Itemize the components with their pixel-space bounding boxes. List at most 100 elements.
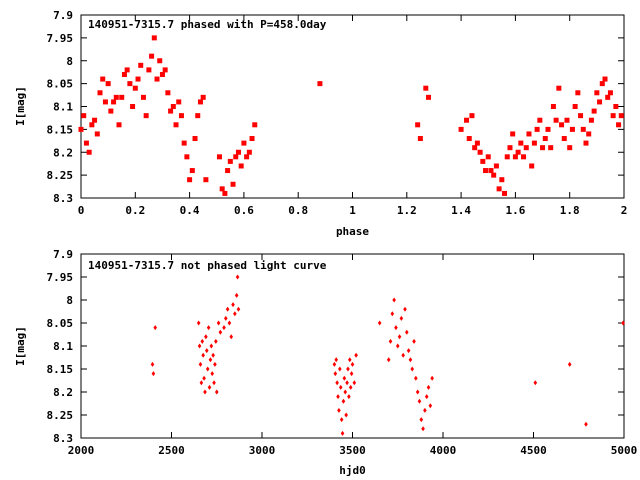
phased-data-point [219, 186, 225, 192]
phased-data-point [241, 140, 247, 146]
unphased-data-point [339, 417, 344, 423]
phased-data-point [458, 126, 464, 132]
phased-x-tick-label: 0.6 [234, 204, 254, 217]
unphased-data-point [208, 357, 213, 363]
phased-data-point [512, 154, 518, 160]
unphased-data-point [234, 292, 239, 298]
unphased-data-point [410, 366, 415, 372]
phased-data-point [531, 140, 537, 146]
unphased-data-point [153, 325, 158, 331]
unphased-data-point [421, 426, 425, 432]
phased-data-point [249, 136, 255, 142]
phased-data-point [477, 149, 483, 155]
unphased-y-tick-label: 8.3 [53, 432, 73, 445]
unphased-data-point [224, 315, 228, 321]
phased-data-point [599, 81, 605, 87]
phased-data-point [597, 99, 603, 105]
phased-data-point [154, 76, 160, 82]
unphased-data-point [212, 380, 216, 386]
unphased-data-point [334, 357, 339, 363]
phased-data-point [537, 117, 543, 123]
unphased-data-point [233, 311, 237, 317]
phased-x-tick-label: 0.2 [125, 204, 145, 217]
phased-y-tick-label: 8.15 [47, 123, 74, 136]
unphased-data-point [200, 338, 205, 344]
unphased-x-tick-label: 2500 [158, 444, 185, 457]
phased-data-point [480, 158, 486, 164]
phased-x-tick-label: 1.6 [505, 204, 525, 217]
unphased-y-tick-label: 8.1 [53, 340, 73, 353]
unphased-x-axis-title: hjd0 [339, 464, 366, 477]
unphased-data-point [213, 361, 217, 367]
phased-data-point [415, 122, 421, 128]
unphased-data-point [201, 352, 205, 358]
phased-y-tick-label: 7.9 [53, 9, 73, 22]
unphased-plot-frame [80, 253, 625, 439]
unphased-data-point [352, 380, 357, 386]
phased-x-tick-label: 2 [621, 204, 628, 217]
phased-data-point [178, 113, 184, 119]
unphased-data-point [401, 352, 405, 358]
phased-data-point [105, 81, 111, 87]
phased-data-point [521, 154, 527, 160]
unphased-data-point [333, 371, 338, 377]
phased-data-point [225, 168, 231, 174]
unphased-data-point [207, 384, 212, 390]
unphased-data-point [350, 361, 355, 367]
phased-data-point [502, 190, 508, 196]
unphased-x-tick-label: 3000 [249, 444, 276, 457]
unphased-y-axis-title: I[mag] [14, 326, 27, 366]
unphased-data-point [150, 361, 155, 367]
unphased-data-point [405, 329, 409, 335]
unphased-data-point [403, 306, 407, 312]
unphased-data-point [206, 325, 211, 331]
unphased-data-point [214, 338, 218, 344]
unphased-data-point [354, 352, 358, 358]
unphased-x-tick-label: 4000 [430, 444, 457, 457]
unphased-data-point [216, 320, 221, 326]
phased-x-axis-title: phase [336, 225, 369, 238]
phased-data-point [181, 140, 187, 146]
phased-data-point [559, 122, 565, 128]
phased-data-point [246, 149, 252, 155]
phased-y-tick-label: 7.95 [47, 32, 74, 45]
phased-data-point [89, 122, 95, 128]
phased-data-point [102, 99, 108, 105]
phased-data-point [317, 81, 323, 87]
unphased-data-point [347, 394, 351, 400]
unphased-data-point [151, 371, 156, 377]
phased-data-point [116, 122, 122, 128]
phased-x-tick-label: 1.4 [451, 204, 471, 217]
unphased-data-point [533, 380, 538, 386]
unphased-data-point [204, 334, 208, 340]
phased-x-tick-label: 1.2 [397, 204, 417, 217]
phased-data-point [189, 168, 195, 174]
phased-data-point [81, 113, 87, 119]
unphased-data-point [348, 384, 353, 390]
phased-data-point [233, 154, 239, 160]
unphased-y-tick-label: 8.05 [47, 317, 74, 330]
unphased-data-point [332, 361, 337, 367]
phased-data-point [165, 90, 171, 96]
unphased-data-point [399, 315, 404, 321]
unphased-y-tick-label: 7.95 [47, 271, 74, 284]
phased-data-point [567, 145, 573, 151]
phased-data-point [493, 163, 499, 169]
unphased-data-point [386, 357, 391, 363]
phased-y-tick-label: 8.25 [47, 169, 74, 182]
phased-data-point [417, 136, 423, 142]
phased-data-point [575, 90, 581, 96]
phased-data-point [119, 94, 125, 100]
unphased-data-point [621, 320, 625, 326]
phased-data-point [472, 145, 478, 151]
phased-data-point [86, 149, 92, 155]
phased-data-point [507, 145, 513, 151]
phased-data-point [151, 35, 157, 41]
phased-y-tick-label: 8.1 [53, 101, 73, 114]
unphased-y-tick-label: 8.2 [53, 386, 73, 399]
phased-data-point [423, 85, 429, 91]
phased-data-point [594, 90, 600, 96]
unphased-data-point [231, 302, 235, 308]
unphased-data-point [214, 389, 219, 395]
phased-data-point [572, 104, 578, 109]
